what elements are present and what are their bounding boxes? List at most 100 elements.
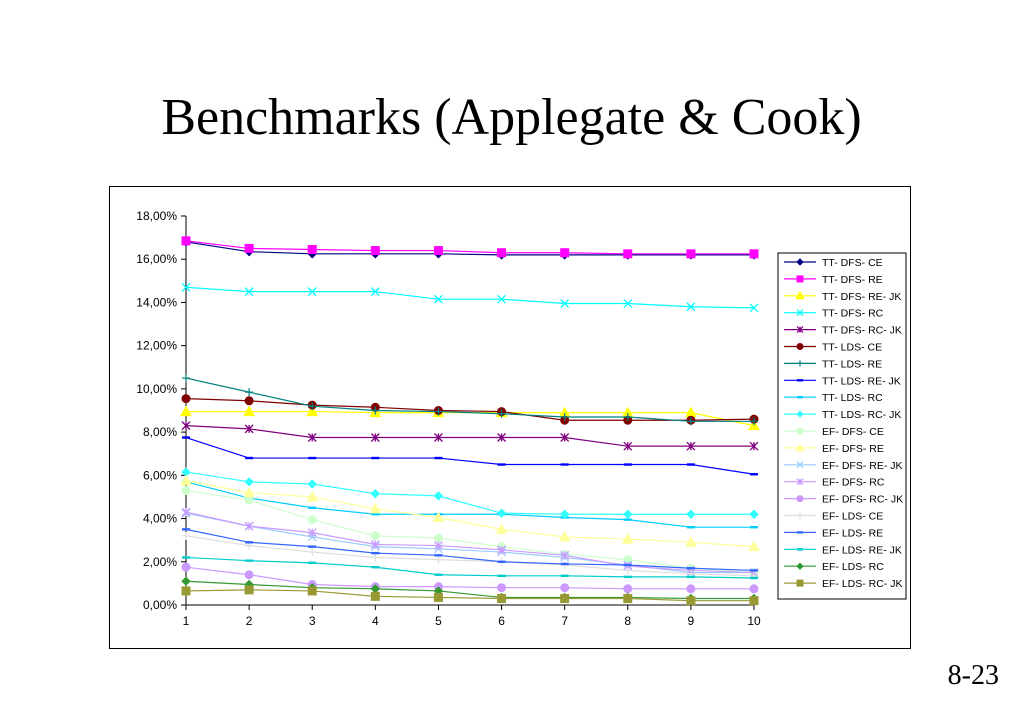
data-point	[749, 249, 759, 259]
data-point	[244, 243, 254, 253]
y-tick-label: 0,00%	[143, 598, 177, 612]
data-point	[307, 479, 317, 489]
series-line	[185, 556, 755, 579]
legend-marker	[796, 275, 804, 283]
x-tick-label: 10	[747, 614, 761, 628]
legend-marker	[797, 360, 803, 367]
data-point	[686, 302, 696, 312]
y-tick-label: 8,00%	[143, 425, 177, 439]
x-tick-label: 7	[561, 614, 568, 628]
data-point	[307, 287, 317, 297]
x-tick-label: 2	[246, 614, 253, 628]
legend-marker	[797, 548, 803, 551]
legend-entry: EF- LDS- RE	[822, 527, 883, 539]
data-point	[181, 282, 191, 292]
data-point	[750, 417, 758, 426]
data-point	[182, 528, 190, 531]
data-point	[750, 526, 758, 529]
series-line	[185, 481, 754, 528]
data-point	[433, 533, 443, 543]
data-point	[244, 424, 254, 434]
legend-entry: EF- LDS- CE	[822, 511, 883, 523]
legend-marker	[796, 410, 804, 418]
data-point	[749, 596, 759, 606]
data-point	[180, 405, 192, 417]
legend-marker	[796, 461, 804, 469]
legend-marker	[795, 290, 805, 300]
x-tick-label: 4	[372, 614, 379, 628]
data-point	[370, 488, 381, 499]
data-point	[560, 299, 570, 308]
data-point	[686, 463, 695, 466]
data-point	[245, 388, 254, 397]
data-point	[497, 433, 507, 442]
data-point	[244, 287, 254, 297]
x-tick-label: 8	[624, 614, 631, 628]
data-point	[244, 570, 254, 580]
data-point	[307, 532, 317, 542]
legend-entry: EF- LDS- RC	[822, 561, 884, 573]
data-point	[497, 463, 506, 466]
legend-entry: TT- LDS- RC	[822, 392, 883, 404]
data-point	[308, 456, 317, 460]
data-point	[497, 409, 506, 418]
data-point	[244, 495, 254, 505]
data-point	[623, 584, 633, 594]
data-point	[749, 303, 759, 313]
data-point	[750, 576, 758, 580]
data-point	[181, 421, 191, 431]
data-point	[243, 405, 255, 417]
data-point	[182, 374, 190, 383]
legend-marker	[797, 512, 803, 519]
x-tick-label: 9	[688, 614, 695, 628]
data-point	[560, 248, 570, 258]
y-tick-label: 6,00%	[143, 468, 177, 482]
data-point	[623, 249, 633, 259]
data-point	[307, 586, 317, 596]
data-point	[558, 530, 571, 542]
data-point	[623, 594, 633, 604]
data-point	[749, 441, 759, 451]
y-tick-label: 10,00%	[136, 382, 177, 396]
data-point	[181, 507, 191, 517]
data-point	[750, 473, 758, 476]
series-line	[185, 286, 755, 309]
data-point	[244, 396, 254, 406]
legend-entry: EF- DFS- CE	[822, 426, 884, 438]
data-point	[371, 553, 380, 562]
legend-entry: TT- DFS- CE	[822, 257, 883, 269]
data-point	[433, 246, 443, 256]
series-line	[185, 535, 755, 577]
data-point	[306, 490, 319, 502]
legend-marker	[796, 427, 804, 435]
y-tick-label: 18,00%	[136, 209, 177, 223]
data-point	[621, 533, 634, 544]
data-point	[559, 509, 570, 519]
data-point	[243, 486, 255, 498]
legend-marker	[797, 396, 803, 399]
page-number: 8-23	[947, 660, 999, 691]
legend-entry: EF- LDS- RC- JK	[822, 578, 903, 590]
legend-entry: TT- LDS- RC- JK	[822, 409, 901, 421]
data-point	[370, 287, 380, 297]
series-line	[185, 398, 755, 421]
series-line	[185, 489, 755, 574]
data-point	[686, 509, 696, 519]
line-chart: 0,00% 2,00% 4,00% 6,00% 8,00% 10,00% 12,00% 14,…	[136, 209, 907, 628]
data-point	[686, 417, 695, 426]
series-line	[185, 471, 754, 515]
data-point	[433, 592, 443, 602]
x-tick-label: 5	[435, 614, 442, 628]
y-tick-label: 14,00%	[136, 295, 177, 309]
data-point	[560, 433, 570, 442]
data-point	[370, 433, 380, 442]
data-point	[245, 559, 254, 562]
data-point	[371, 406, 380, 415]
data-point	[433, 541, 443, 551]
data-point	[749, 584, 759, 594]
data-point	[560, 463, 569, 466]
data-point	[370, 246, 380, 256]
x-tick-label: 3	[309, 614, 316, 628]
data-point	[560, 412, 569, 421]
data-point	[181, 586, 191, 596]
